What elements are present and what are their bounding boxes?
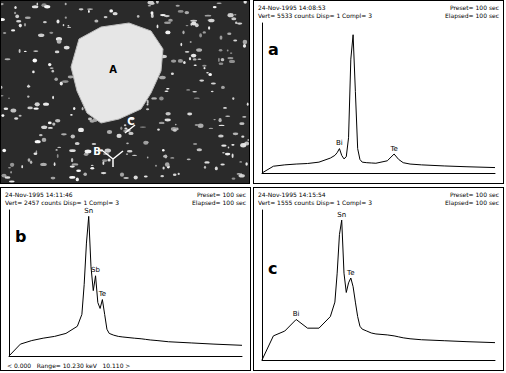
svg-text:Vert= 1555 counts Disp= 1 Comp: Vert= 1555 counts Disp= 1 Compl= 3 bbox=[258, 199, 372, 207]
svg-text:24-Nov-1995 14:15:54: 24-Nov-1995 14:15:54 bbox=[258, 191, 326, 198]
svg-text:Preset= 100 sec: Preset= 100 sec bbox=[197, 191, 246, 198]
svg-text:< 0.000 Range= 10.230 keV: < 0.000 Range= 10.230 keV 10.110 > bbox=[7, 362, 130, 370]
svg-text:Sb: Sb bbox=[91, 266, 100, 274]
svg-text:24-Nov-1995 14:08:53: 24-Nov-1995 14:08:53 bbox=[258, 4, 326, 11]
svg-text:A: A bbox=[109, 64, 117, 75]
svg-text:Preset= 100 sec: Preset= 100 sec bbox=[450, 191, 499, 198]
svg-text:B: B bbox=[93, 146, 101, 157]
svg-text:24-Nov-1995 14:11:46: 24-Nov-1995 14:11:46 bbox=[5, 191, 73, 198]
svg-text:Preset= 100 sec: Preset= 100 sec bbox=[450, 4, 499, 11]
svg-text:Elapsed= 100 sec: Elapsed= 100 sec bbox=[192, 199, 246, 207]
svg-text:Sn: Sn bbox=[337, 211, 346, 219]
svg-text:Bi: Bi bbox=[336, 139, 343, 147]
svg-text:b: b bbox=[15, 227, 26, 246]
svg-text:Sn: Sn bbox=[84, 207, 93, 215]
svg-text:Elapsed= 100 sec: Elapsed= 100 sec bbox=[445, 12, 499, 20]
svg-text:c: c bbox=[268, 259, 277, 278]
svg-text:C: C bbox=[127, 116, 134, 127]
svg-text:Vert= 5533 counts Disp= 1 Comp: Vert= 5533 counts Disp= 1 Compl= 3 bbox=[258, 12, 372, 20]
svg-text:Elapsed= 100 sec: Elapsed= 100 sec bbox=[445, 199, 499, 207]
svg-text:Te: Te bbox=[389, 145, 397, 153]
svg-text:a: a bbox=[268, 40, 279, 59]
svg-text:Bi: Bi bbox=[293, 310, 300, 318]
svg-text:Vert= 2457 counts Disp= 1 Comp: Vert= 2457 counts Disp= 1 Compl= 3 bbox=[5, 199, 119, 207]
svg-text:Te: Te bbox=[346, 269, 354, 277]
svg-text:Te: Te bbox=[98, 290, 106, 298]
